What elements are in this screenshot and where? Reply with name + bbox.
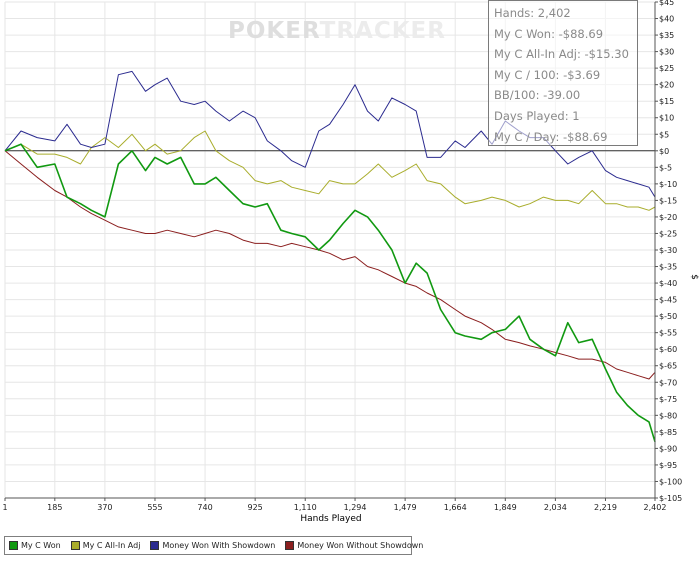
x-tick-label: 2,219 <box>594 503 617 512</box>
x-tick-label: 370 <box>97 503 112 512</box>
y-tick-label: $-100 <box>659 477 682 486</box>
y-tick-label: $-20 <box>659 213 677 222</box>
legend-label: My C All-In Adj <box>82 541 141 550</box>
legend-item-won-without-showdown[interactable]: Money Won Without Showdown <box>285 541 423 550</box>
y-tick-label: $-95 <box>659 461 677 470</box>
y-tick-label: $-40 <box>659 279 677 288</box>
stat-per-100: My C / 100: -$3.69 <box>494 67 601 82</box>
x-tick-label: 2,402 <box>644 503 667 512</box>
y-tick-label: $-15 <box>659 196 677 205</box>
legend-item-won-with-showdown[interactable]: Money Won With Showdown <box>150 541 275 550</box>
legend-label: Money Won With Showdown <box>162 541 276 550</box>
chart-legend: My C Won My C All-In Adj Money Won With … <box>4 536 423 555</box>
y-tick-label: $-75 <box>659 395 677 404</box>
legend-swatch <box>9 541 18 550</box>
y-tick-label: $40 <box>659 15 674 24</box>
y-tick-label: $25 <box>659 64 674 73</box>
x-tick-label: 925 <box>248 503 263 512</box>
stat-bb-100: BB/100: -39.00 <box>494 88 581 103</box>
y-tick-label: $-60 <box>659 345 677 354</box>
y-tick-label: $35 <box>659 31 674 40</box>
stat-per-day: My C / Day: -$88.69 <box>494 129 608 144</box>
x-tick-label: 185 <box>47 503 62 512</box>
y-tick-label: $-85 <box>659 428 677 437</box>
stat-all-in-adj: My C All-In Adj: -$15.30 <box>494 47 629 62</box>
x-tick-label: 1,664 <box>444 503 467 512</box>
legend-swatch <box>150 541 160 550</box>
stat-won: My C Won: -$88.69 <box>494 26 604 41</box>
pokertracker-watermark: POKERTRACKER <box>228 18 446 44</box>
y-tick-label: $20 <box>659 81 674 90</box>
y-tick-label: $0 <box>659 147 669 156</box>
y-tick-label: $10 <box>659 114 674 123</box>
y-tick-label: $-70 <box>659 378 677 387</box>
legend-swatch <box>70 541 80 550</box>
y-tick-label: $-50 <box>659 312 677 321</box>
legend-label: Money Won Without Showdown <box>297 541 424 550</box>
x-axis-title: Hands Played <box>300 514 361 524</box>
legend-item-my-c-all-in-adj[interactable]: My C All-In Adj <box>70 541 141 550</box>
y-tick-label: $-35 <box>659 263 677 272</box>
y-tick-label: $-65 <box>659 362 677 371</box>
y-tick-label: $-55 <box>659 329 677 338</box>
stat-hands: Hands: 2,402 <box>494 6 571 20</box>
watermark-part-2: TRACKER <box>319 18 446 44</box>
series-line-3 <box>4 70 656 198</box>
y-tick-label: $45 <box>659 0 674 7</box>
stat-days-played: Days Played: 1 <box>494 108 580 123</box>
legend-swatch <box>285 541 295 550</box>
y-tick-label: $-30 <box>659 246 677 255</box>
x-tick-label: 555 <box>147 503 162 512</box>
series-line-4 <box>4 150 656 380</box>
x-tick-label: 740 <box>197 503 212 512</box>
y-tick-label: $-90 <box>659 444 677 453</box>
x-tick-label: 1,479 <box>394 503 417 512</box>
x-tick-label: 1 <box>2 503 7 512</box>
y-tick-label: $-25 <box>659 229 677 238</box>
legend-label: My C Won <box>21 541 61 550</box>
y-tick-label: $-80 <box>659 411 677 420</box>
x-tick-label: 1,849 <box>494 503 517 512</box>
x-tick-label: 1,110 <box>294 503 317 512</box>
y-tick-label: $-5 <box>659 163 672 172</box>
series-line-1 <box>4 143 656 443</box>
watermark-part-1: POKER <box>228 18 320 44</box>
y-tick-label: $5 <box>659 130 669 139</box>
y-tick-label: $-105 <box>659 494 682 503</box>
stats-overlay: Hands: 2,402 My C Won: -$88.69 My C All-… <box>488 0 638 146</box>
y-tick-label: $15 <box>659 97 674 106</box>
x-tick-label: 1,294 <box>344 503 367 512</box>
y-tick-label: $-10 <box>659 180 677 189</box>
x-tick-label: 2,034 <box>544 503 567 512</box>
y-tick-label: $-45 <box>659 296 677 305</box>
legend-item-my-c-won[interactable]: My C Won <box>9 541 61 550</box>
y-tick-label: $30 <box>659 48 674 57</box>
y-axis-title: $ <box>689 274 699 280</box>
series-line-2 <box>4 130 656 211</box>
